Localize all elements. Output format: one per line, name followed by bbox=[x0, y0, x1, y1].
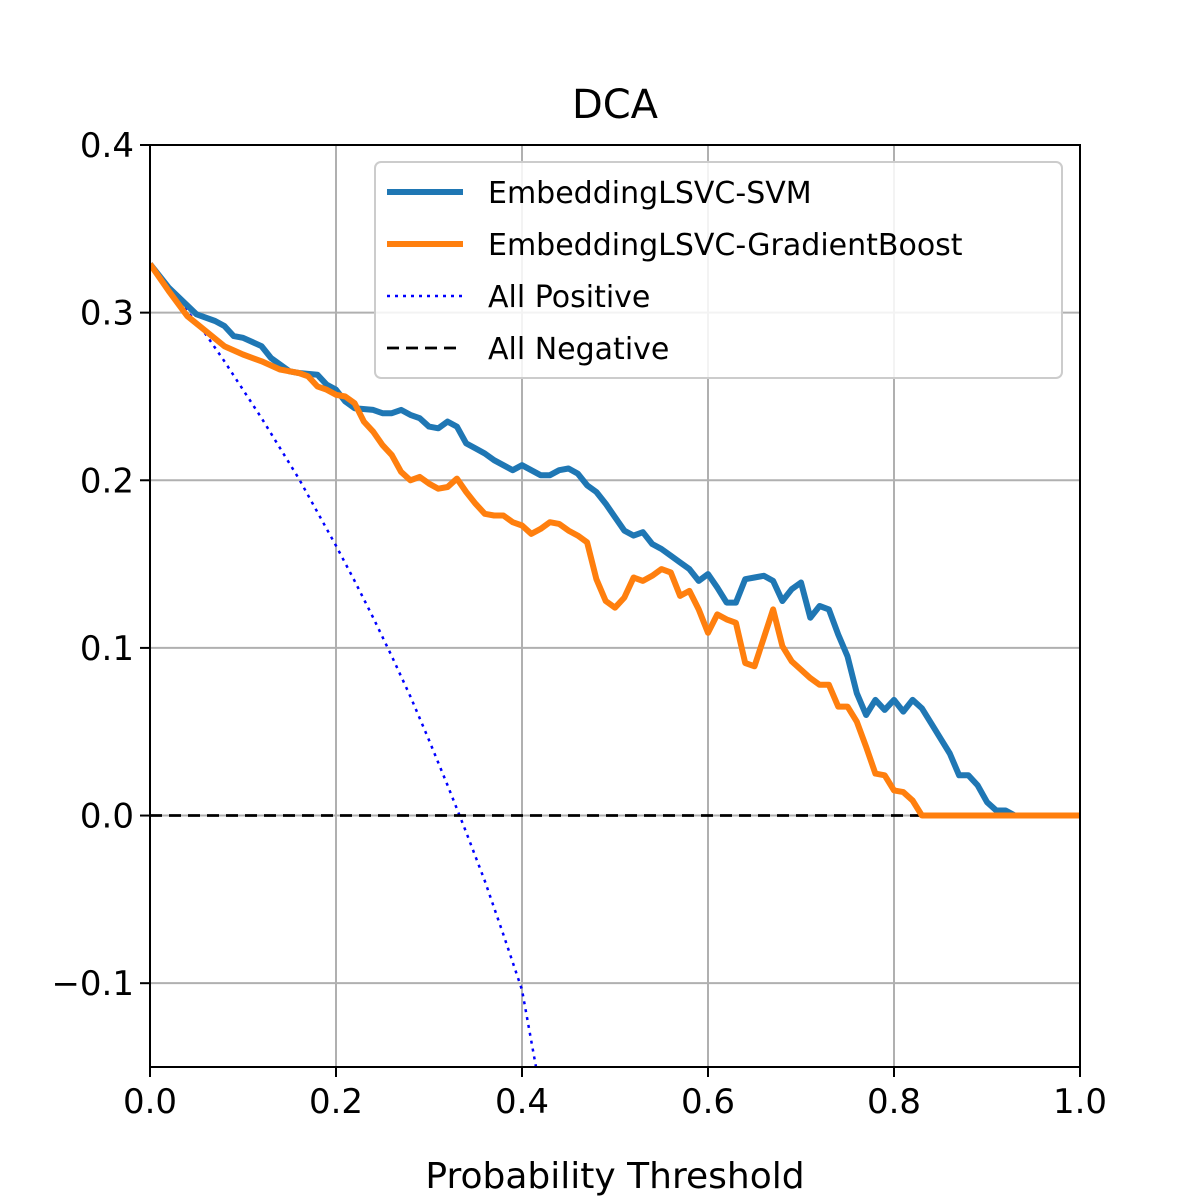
x-tick-label: 0.8 bbox=[867, 1082, 921, 1122]
series-line-embeddinglsvc-gradientboost bbox=[150, 262, 1080, 819]
legend-label: All Positive bbox=[488, 280, 650, 315]
y-tick-label: 0.3 bbox=[80, 294, 134, 334]
y-tick-label: −0.1 bbox=[51, 964, 134, 1004]
x-axis-label: Probability Threshold bbox=[425, 1156, 804, 1197]
x-tick-label: 0.2 bbox=[309, 1082, 363, 1122]
axis-ticks: 0.0 0.2 0.4 0.6 0.8 1.0 −0.1 0.0 0.1 0.2 0.3 0.4 bbox=[51, 126, 1107, 1122]
legend-label: EmbeddingLSVC-SVM bbox=[488, 176, 812, 211]
legend: EmbeddingLSVC-SVM EmbeddingLSVC-GradientB… bbox=[374, 161, 1063, 379]
legend-label: EmbeddingLSVC-GradientBoost bbox=[488, 228, 963, 263]
plot-series bbox=[150, 262, 1080, 1067]
y-tick-label: 0.0 bbox=[80, 797, 134, 837]
y-tick-label: 0.2 bbox=[80, 461, 134, 501]
x-tick-label: 0.6 bbox=[681, 1082, 735, 1122]
series-line-all-positive bbox=[150, 263, 538, 1067]
legend-label: All Negative bbox=[488, 332, 669, 367]
x-tick-label: 0.4 bbox=[495, 1082, 549, 1122]
x-tick-label: 0.0 bbox=[123, 1082, 177, 1122]
y-tick-label: 0.4 bbox=[80, 126, 134, 166]
x-tick-label: 1.0 bbox=[1053, 1082, 1107, 1122]
legend-box bbox=[374, 161, 1063, 379]
series-line-embeddinglsvc-svm bbox=[150, 262, 1080, 819]
chart-title: DCA bbox=[572, 82, 659, 128]
y-tick-label: 0.1 bbox=[80, 629, 134, 669]
plot-frame bbox=[149, 144, 1081, 1068]
